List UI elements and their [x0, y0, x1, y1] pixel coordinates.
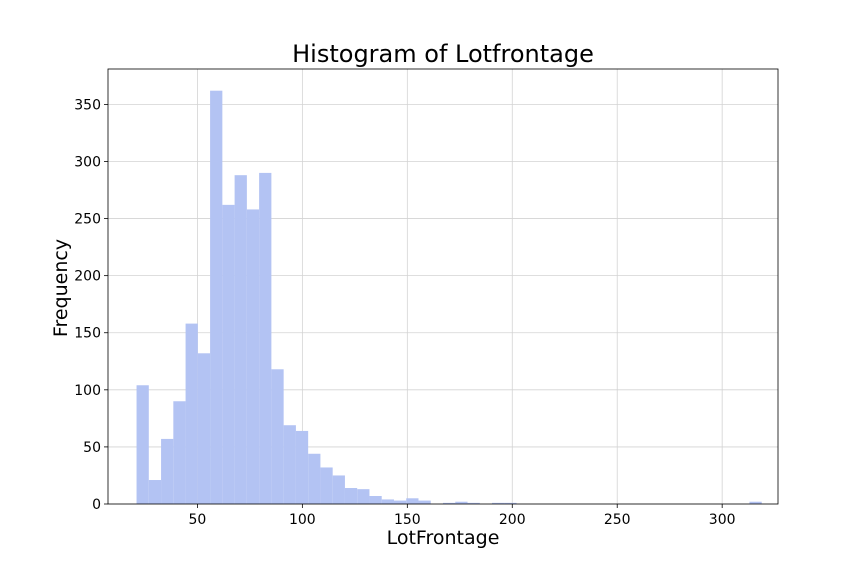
histogram-bar [136, 385, 149, 504]
histogram-bars [136, 90, 762, 505]
histogram-bar [504, 502, 517, 504]
histogram-bar [332, 475, 345, 504]
histogram-bar [197, 353, 211, 504]
histogram-bar [357, 489, 370, 504]
histogram-bar [467, 502, 480, 504]
histogram-bar [271, 369, 284, 504]
chart-title: Histogram of Lotfrontage [292, 40, 594, 68]
histogram-bar [492, 502, 505, 504]
histogram-bar [369, 496, 382, 504]
x-tick-label: 200 [499, 512, 526, 528]
histogram-bar [393, 500, 407, 504]
histogram-bar [148, 480, 162, 504]
histogram-bar [185, 323, 198, 504]
x-tick-label: 150 [394, 512, 421, 528]
histogram-bar [246, 209, 260, 504]
histogram-bar [455, 501, 468, 504]
x-tick-label: 100 [289, 512, 316, 528]
histogram-bar [161, 438, 174, 504]
histogram-bar [344, 488, 358, 504]
y-tick-label: 250 [74, 212, 101, 228]
histogram-bar [234, 175, 247, 505]
histogram-bar [381, 499, 394, 504]
y-tick-label: 200 [74, 269, 101, 285]
histogram-bar [295, 430, 309, 504]
histogram-bar [320, 467, 333, 504]
y-tick-label: 350 [74, 97, 101, 113]
histogram-bar [210, 90, 223, 504]
y-tick-label: 50 [83, 440, 101, 456]
histogram-bar [259, 172, 272, 504]
histogram-bar [308, 453, 321, 504]
histogram-bar [749, 501, 762, 504]
histogram-bar [222, 204, 235, 504]
y-tick-label: 300 [74, 154, 101, 170]
histogram-bar [283, 425, 296, 504]
y-tick-label: 150 [74, 326, 101, 342]
histogram-bar [443, 502, 456, 504]
x-tick-label: 50 [189, 512, 207, 528]
y-tick-label: 100 [74, 383, 101, 399]
histogram-bar [418, 500, 431, 504]
y-axis-label: Frequency [50, 239, 72, 337]
x-axis-label: LotFrontage [387, 527, 500, 549]
x-tick-label: 250 [604, 512, 631, 528]
x-tick-label: 300 [709, 512, 736, 528]
axes-frame [107, 68, 779, 505]
histogram-bar [173, 401, 186, 504]
axis-ticks: 50 100 150 200 250 300 0 50 100 150 200 250 300 350 [74, 97, 735, 528]
y-tick-label: 0 [92, 497, 101, 513]
histogram-bar [406, 498, 419, 504]
